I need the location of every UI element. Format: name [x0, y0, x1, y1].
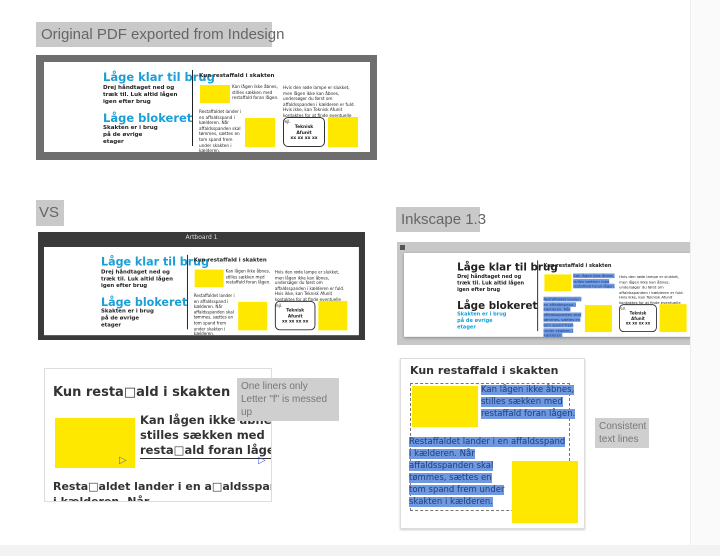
text-line-row: Kan lågen ikke åbnes, [481, 384, 575, 396]
note-line: One liners only [241, 381, 308, 392]
label-inkscape: Inkscape 1.3 [396, 207, 486, 232]
bottom-strip [0, 545, 720, 556]
column-divider [537, 260, 539, 332]
text-paragraph-1: Kan lågen ikke åbnes, stilles sækken med… [573, 273, 616, 289]
node-handle-icon[interactable] [400, 245, 405, 250]
column-divider [186, 254, 188, 330]
contact-line: Teknisk [294, 125, 314, 130]
text-paragraph-2: Restaffaldet lander i en affaldsspand i … [193, 293, 235, 337]
heading-lage-klar: Låge klar til brug [457, 260, 558, 274]
text-end-handle-icon[interactable]: ▷ [258, 455, 266, 466]
contact-phone: xx xx xx xx [625, 321, 651, 327]
yellow-block [200, 85, 230, 103]
heading-lage-klar: Låge klar til brug [103, 70, 215, 84]
subtitle-lage-blokeret: Skakten er i brug på de øvrige etager [457, 311, 507, 330]
yellow-block [245, 118, 275, 147]
heading-lage-klar: Låge klar til brug [100, 254, 210, 269]
artboard-title: Artboard 1 [185, 234, 218, 241]
subtitle-lage-blokeret: Skakten er i brug på de øvrige etager [103, 125, 158, 145]
document-page: Låge klar til brug Drej håndtaget ned og… [44, 62, 370, 154]
text-line-row: i kælderen. Når [409, 448, 565, 460]
side-panel [690, 0, 720, 545]
text-line-row: tømmes, sættes en [409, 472, 565, 484]
selected-text-line[interactable]: skakten i kælderen. [409, 497, 493, 507]
selected-text-line[interactable]: stilles sækken med [481, 397, 563, 407]
text-paragraph-2: Restaffaldet lander i en affaldsspand i … [199, 109, 242, 154]
contact-box: Teknisk Afunit xx xx xx xx [619, 304, 657, 333]
text-start-handle-icon[interactable]: ▷ [119, 455, 127, 466]
contact-box: Teknisk Afunit xx xx xx xx [274, 300, 316, 331]
column-title: Kun restaffald i skakten [193, 257, 267, 264]
yellow-block [238, 301, 268, 331]
original-preview: Låge klar til brug Drej håndtaget ned og… [36, 55, 377, 160]
heading-lage-blokeret: Låge blokeret [103, 111, 193, 125]
contact-phone: xx xx xx xx [290, 136, 318, 142]
contact-line: Teknisk [629, 311, 647, 317]
selected-text-line[interactable]: affaldsspanden skal [409, 461, 494, 471]
text-frame-bounds[interactable] [410, 383, 570, 511]
text-line-row: affaldsspanden skal [409, 460, 565, 472]
yellow-block [328, 117, 358, 147]
text-line-selected[interactable]: resta□ald foran lågen. [140, 443, 271, 459]
subtitle-lage-klar: Drej håndtaget ned og træk til. Luk alti… [100, 269, 173, 289]
yellow-block [412, 386, 478, 427]
yellow-block [55, 418, 135, 468]
document-page: Låge klar til brug Drej håndtaget ned og… [44, 247, 359, 337]
text-line-row: stilles sækken med [481, 396, 575, 408]
contact-line: Afunit [631, 316, 645, 322]
column-title: Kun restaffald i skakten [199, 73, 275, 79]
label-vs: VS [36, 200, 64, 226]
subtitle-lage-blokeret: Skakten er i brug på de øvrige etager [100, 308, 154, 328]
selected-text-line[interactable]: tømmes, sættes en [409, 473, 492, 483]
contact-phone: xx xx xx xx [281, 319, 309, 325]
text-line-row: skakten i kælderen. [409, 496, 565, 508]
text-paragraph-1: Kan lågen ikke åbnes, stilles sækken med… [232, 84, 279, 101]
heading-lage-blokeret: Låge blokeret [100, 295, 188, 309]
label-original: Original PDF exported from Indesign [36, 22, 284, 47]
text-line-row: Restaffaldet lander i en affaldsspand [409, 436, 566, 448]
text-line: i kælderen. Når [53, 495, 150, 502]
zoom-consistent-panel: Kun restaffald i skakten Kan lågen ikke … [400, 358, 585, 529]
column-divider [192, 70, 193, 146]
note-broken: One liners only Letter "f" is messed up [237, 378, 339, 421]
note-line: Letter "f" is messed up [241, 394, 328, 418]
text-line-row: tom spand frem under [409, 484, 565, 496]
zoom-title: Kun restaffald i skakten [410, 364, 559, 377]
selected-text-line[interactable]: Kan lågen ikke åbnes, [481, 385, 575, 395]
selected-text-line[interactable]: tom spand frem under [409, 485, 505, 495]
text-line: stilles sækken med [140, 428, 265, 442]
contact-line: Afunit [287, 314, 303, 320]
yellow-block [584, 305, 612, 333]
yellow-block [544, 274, 572, 292]
selected-text-line[interactable]: restaffald foran lågen. [481, 409, 576, 419]
note-line: text lines [599, 434, 639, 445]
artboard-preview: Artboard 1 Låge klar til brug Drej håndt… [38, 232, 365, 340]
column-title: Kun restaffald i skakten [543, 263, 612, 269]
text-paragraph-2: Restaffaldet lander i en affaldsspand i … [543, 296, 582, 338]
text-paragraph-1: Kan lågen ikke åbnes, stilles sækken med… [225, 268, 271, 285]
contact-line: Afunit [296, 130, 312, 136]
note-line: Consistent [599, 421, 647, 432]
contact-box: Teknisk Afunit xx xx xx xx [283, 117, 325, 147]
zoom-broken-panel: Kun resta□ald i skakten Kan lågen ikke å… [44, 368, 272, 502]
document-page: Låge klar til brug Drej håndtaget ned og… [404, 253, 698, 338]
text-line-row: restaffald foran lågen. [481, 408, 576, 420]
yellow-block [512, 461, 578, 523]
note-consistent: Consistent text lines [595, 418, 649, 448]
subtitle-lage-klar: Drej håndtaget ned og træk til. Luk alti… [457, 274, 525, 293]
yellow-block [318, 300, 348, 331]
selected-text-line[interactable]: i kælderen. Når [409, 449, 475, 459]
yellow-block [659, 304, 687, 333]
zoom-title: Kun resta□ald i skakten [53, 385, 231, 400]
inkscape-preview: Låge klar til brug Drej håndtaget ned og… [397, 242, 705, 345]
contact-line: Teknisk [286, 308, 305, 314]
selected-text-line[interactable]: Restaffaldet lander i en affaldsspand [409, 437, 566, 447]
heading-lage-blokeret: Låge blokeret [457, 298, 538, 312]
text-line: Resta□aldet lander i en a□aldsspand [53, 480, 272, 493]
subtitle-lage-klar: Drej håndtaget ned og træk til. Luk alti… [103, 85, 178, 105]
yellow-block [194, 269, 224, 288]
